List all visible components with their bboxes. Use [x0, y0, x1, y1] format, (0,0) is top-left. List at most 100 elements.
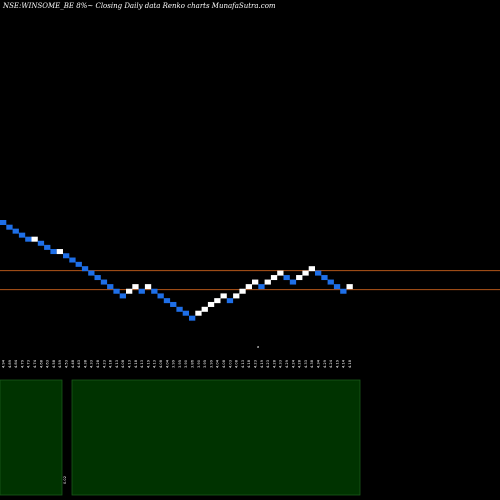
- x-tick-label: 4.28: [298, 359, 302, 368]
- renko-brick-down: [6, 224, 13, 230]
- renko-brick-down: [321, 275, 328, 281]
- renko-brick-down: [283, 275, 290, 281]
- renko-brick-down: [50, 249, 57, 255]
- x-tick-label: 4.84: [14, 359, 18, 368]
- x-tick-label: 4.33: [304, 360, 308, 368]
- x-tick-label: 4.24: [291, 359, 295, 368]
- renko-brick-up: [31, 236, 38, 242]
- renko-brick-down: [340, 288, 347, 294]
- renko-brick-down: [75, 261, 82, 267]
- x-tick-label: 4.74: [33, 359, 37, 368]
- renko-brick-up: [308, 266, 315, 272]
- x-tick-label: 3.99: [209, 359, 213, 368]
- x-tick-label: 4.18: [247, 359, 251, 368]
- x-tick-label: 4.34: [317, 359, 321, 368]
- x-tick-label: 4.38: [310, 359, 314, 368]
- x-tick-label: 3.86: [191, 359, 195, 368]
- x-tick-label: 4.08: [121, 359, 125, 368]
- x-tick-label: 4.48: [71, 359, 75, 368]
- x-tick-label: 3.99: [172, 359, 176, 368]
- renko-brick-down: [315, 270, 322, 276]
- renko-brick-down: [327, 279, 334, 285]
- renko-brick-up: [144, 284, 152, 290]
- renko-brick-up: [239, 288, 246, 294]
- x-tick-label: 4.53: [65, 360, 69, 368]
- x-tick-label: 4.18: [134, 359, 138, 368]
- renko-brick-down: [226, 298, 234, 304]
- renko-brick-up: [195, 310, 202, 316]
- x-tick-label: 4.73: [27, 360, 31, 368]
- x-tick-label: 4.58: [52, 359, 56, 368]
- renko-brick-up: [220, 293, 227, 299]
- x-tick-label: 4.08: [235, 359, 239, 368]
- renko-brick-down: [44, 244, 51, 250]
- renko-brick-up: [233, 293, 240, 299]
- x-tick-label: 4.19: [335, 359, 339, 368]
- renko-brick-down: [63, 253, 70, 259]
- renko-brick-down: [100, 279, 108, 285]
- x-tick-label: 4.33: [279, 360, 283, 368]
- x-tick-label: 4.08: [222, 359, 226, 368]
- renko-brick-up: [296, 275, 303, 281]
- x-tick-label: 4.14: [342, 359, 346, 368]
- x-tick-label: 4.63: [46, 360, 50, 368]
- renko-brick-down: [12, 228, 19, 234]
- renko-brick-up: [132, 284, 139, 290]
- x-tick-label: 4.89: [8, 359, 12, 368]
- volume-bar-0: [0, 379, 63, 496]
- x-tick-label: 4.43: [77, 360, 81, 368]
- renko-brick-down: [37, 240, 45, 246]
- renko-brick-down: [176, 306, 183, 312]
- x-tick-label: 4.19: [260, 359, 264, 368]
- renko-brick-up: [346, 284, 353, 290]
- x-tick-label: 4.13: [115, 360, 119, 368]
- volume-label: 0.02: [63, 476, 67, 484]
- renko-brick-up: [270, 275, 278, 281]
- renko-brick-down: [258, 284, 265, 290]
- renko-brick-up: [252, 279, 259, 285]
- renko-brick-down: [88, 270, 95, 276]
- x-tick-label: 4.28: [96, 359, 100, 368]
- x-tick-label: 3.95: [203, 360, 207, 368]
- x-tick-label: 4.68: [39, 359, 43, 368]
- renko-brick-up: [214, 298, 221, 304]
- x-tick-label: 4.18: [109, 359, 113, 368]
- renko-brick-up: [264, 279, 271, 285]
- renko-brick-down: [333, 284, 341, 290]
- x-tick-label: 4.23: [102, 360, 106, 368]
- renko-brick-up: [56, 249, 63, 255]
- renko-bricks: [0, 220, 353, 321]
- renko-brick-down: [18, 232, 26, 238]
- x-tick-label: 4.13: [140, 360, 144, 368]
- volume-bar-1: [71, 379, 361, 496]
- x-tick-label: 4.24: [329, 359, 333, 368]
- x-tick-label: 3.95: [178, 360, 182, 368]
- x-tick-label: 4.13: [128, 360, 132, 368]
- x-tick-label: 4.03: [228, 360, 232, 368]
- x-tick-label: 4.04: [216, 359, 220, 368]
- renko-brick-down: [138, 288, 145, 294]
- renko-brick-down: [163, 298, 171, 304]
- x-tick-label: 4.23: [254, 360, 258, 368]
- renko-brick-down: [151, 288, 158, 294]
- x-tick-label: 4.13: [241, 360, 245, 368]
- x-tick-label: 4.29: [323, 359, 327, 368]
- x-tick-label: 4.94: [2, 359, 6, 368]
- x-tick-label: 4.08: [159, 359, 163, 368]
- x-tick-label: 4.59: [58, 359, 62, 368]
- renko-brick-up: [302, 270, 309, 276]
- renko-brick-down: [157, 293, 164, 299]
- x-tick-label: 4.18: [348, 359, 352, 368]
- x-tick-label: 3.90: [197, 359, 201, 368]
- renko-brick-down: [25, 236, 32, 242]
- renko-brick-up: [201, 306, 208, 312]
- renko-brick-down: [81, 266, 89, 272]
- x-tick-label: 4.13: [153, 360, 157, 368]
- renko-brick-up: [245, 284, 252, 290]
- renko-brick-down: [94, 275, 101, 281]
- x-tick-label: 3.90: [184, 359, 188, 368]
- x-tick-label: 4.04: [165, 359, 169, 368]
- renko-brick-down: [189, 315, 196, 321]
- x-tick-label: 4.79: [20, 359, 24, 368]
